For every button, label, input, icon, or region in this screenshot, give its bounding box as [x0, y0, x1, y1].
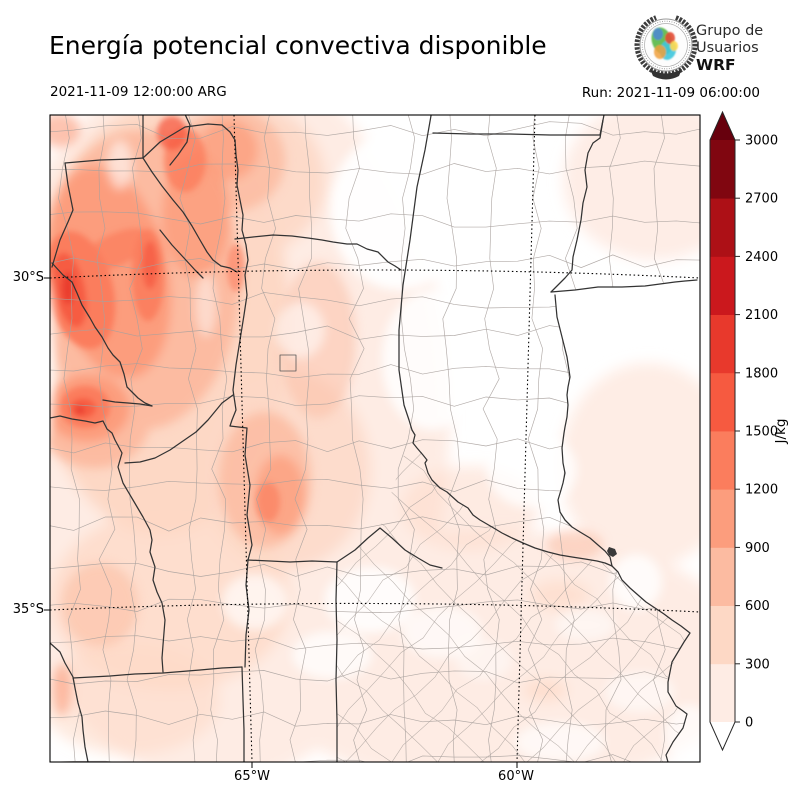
colorbar-bin — [710, 314, 735, 374]
colorbar-bin — [710, 431, 735, 490]
axis-ticks — [44, 277, 518, 768]
colorbar-tick-label: 2400 — [745, 250, 778, 265]
colorbar-tick-label: 3000 — [745, 134, 778, 149]
colorbar-tick-label: 2700 — [745, 192, 778, 207]
graticule — [50, 115, 700, 762]
colorbar-tick-label: 1200 — [745, 483, 778, 498]
colorbar-tick-label: 600 — [745, 599, 770, 614]
logo-line1: Grupo de — [696, 23, 763, 39]
colorbar-bin — [710, 198, 735, 257]
colorbar-bin — [710, 489, 735, 548]
colorbar-bin — [710, 605, 735, 665]
colorbar-bin — [710, 140, 735, 199]
map-canvas — [44, 114, 701, 768]
colorbar-unit-label: J/kg — [773, 419, 789, 445]
colorbar-tick-label: 300 — [745, 657, 770, 672]
page-title: Energía potencial convectiva disponible — [49, 31, 547, 60]
wrf-logo: Grupo de Usuarios WRF — [634, 15, 763, 80]
colorbar-bin — [710, 256, 735, 315]
colorbar-tick-label: 1800 — [745, 366, 778, 381]
colorbar-tick-label: 900 — [745, 541, 770, 556]
colorbar-tick-label: 0 — [745, 716, 753, 731]
valid-time-label: 2021-11-09 12:00:00 ARG — [50, 84, 227, 100]
colorbar-over-arrow — [710, 112, 735, 140]
colorbar-under-arrow — [710, 722, 735, 750]
run-time-label: Run: 2021-11-09 06:00:00 — [581, 85, 760, 101]
logo-line3: WRF — [696, 56, 736, 74]
map-frame — [49, 114, 701, 763]
colorbar: 0 300 600 900 1200 1500 1800 2100 2400 2700 3000 J/… — [709, 110, 789, 752]
lon-tick-65w: 65°W — [234, 769, 270, 784]
cape-field — [50, 115, 700, 762]
colorbar-bin — [710, 372, 735, 432]
globe-seal-icon — [634, 15, 698, 80]
lat-tick-30s: 30°S — [12, 270, 44, 285]
colorbar-bin — [710, 663, 735, 723]
province-boundaries — [50, 115, 698, 762]
colorbar-tick-label: 1500 — [745, 425, 778, 440]
city-cluster-mark — [607, 547, 617, 557]
lat-tick-35s: 35°S — [12, 602, 44, 617]
colorbar-tick-label: 2100 — [745, 308, 778, 323]
lon-tick-60w: 60°W — [498, 769, 534, 784]
colorbar-bin — [710, 547, 735, 606]
logo-line2: Usuarios — [696, 40, 759, 56]
